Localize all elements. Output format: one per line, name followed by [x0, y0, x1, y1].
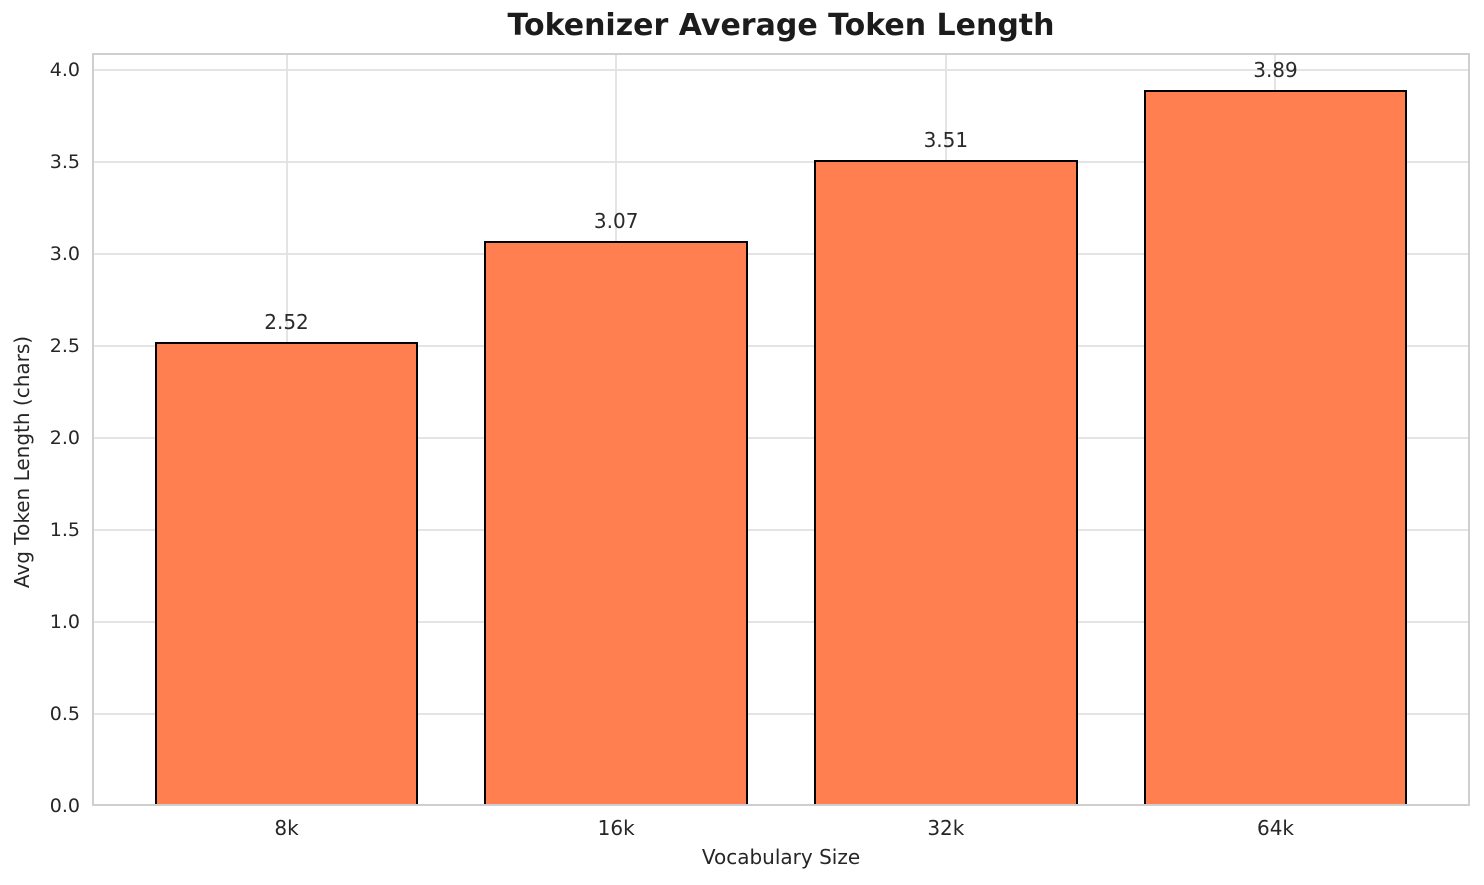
h-gridline	[92, 68, 1470, 71]
h-gridline	[92, 160, 1470, 163]
x-tick-label: 8k	[274, 816, 299, 840]
bar-16k	[484, 240, 749, 806]
bar-value-label: 3.51	[923, 127, 969, 152]
bar-layer: 2.52 3.07 3.51 3.89	[92, 53, 1470, 806]
y-tick-label: 3.0	[49, 242, 80, 265]
y-tick-label: 0.5	[49, 702, 80, 725]
y-tick-label: 3.5	[49, 150, 80, 173]
bar-value-label: 2.52	[264, 310, 309, 335]
h-gridline	[92, 620, 1470, 623]
x-tick-label: 64k	[1256, 816, 1294, 840]
y-tick-label: 0.0	[49, 795, 80, 817]
bar-32k	[813, 159, 1078, 806]
chart-title: Tokenizer Average Token Length	[507, 8, 1055, 43]
plot-area: 2.52 3.07 3.51 3.89	[92, 53, 1470, 806]
bar-value-label: 3.89	[1253, 57, 1298, 82]
h-gridline	[92, 252, 1470, 255]
h-gridline	[92, 712, 1470, 715]
x-tick-label: 32k	[927, 816, 965, 840]
h-gridline	[92, 436, 1470, 439]
y-tick-label: 1.5	[49, 518, 80, 541]
bar-64k	[1143, 89, 1408, 806]
x-axis-label: Vocabulary Size	[701, 845, 861, 869]
h-gridline	[92, 528, 1470, 531]
y-tick-label: 1.0	[49, 610, 80, 633]
y-tick-label: 4.0	[49, 58, 80, 81]
y-axis-label: Avg Token Length (chars)	[10, 335, 34, 589]
bar-value-label: 3.07	[593, 208, 639, 233]
bar-8k	[154, 342, 419, 806]
x-tick-label: 16k	[597, 816, 635, 840]
y-tick-label: 2.0	[49, 426, 80, 449]
y-tick-label: 2.5	[49, 334, 80, 357]
h-gridline	[92, 344, 1470, 347]
